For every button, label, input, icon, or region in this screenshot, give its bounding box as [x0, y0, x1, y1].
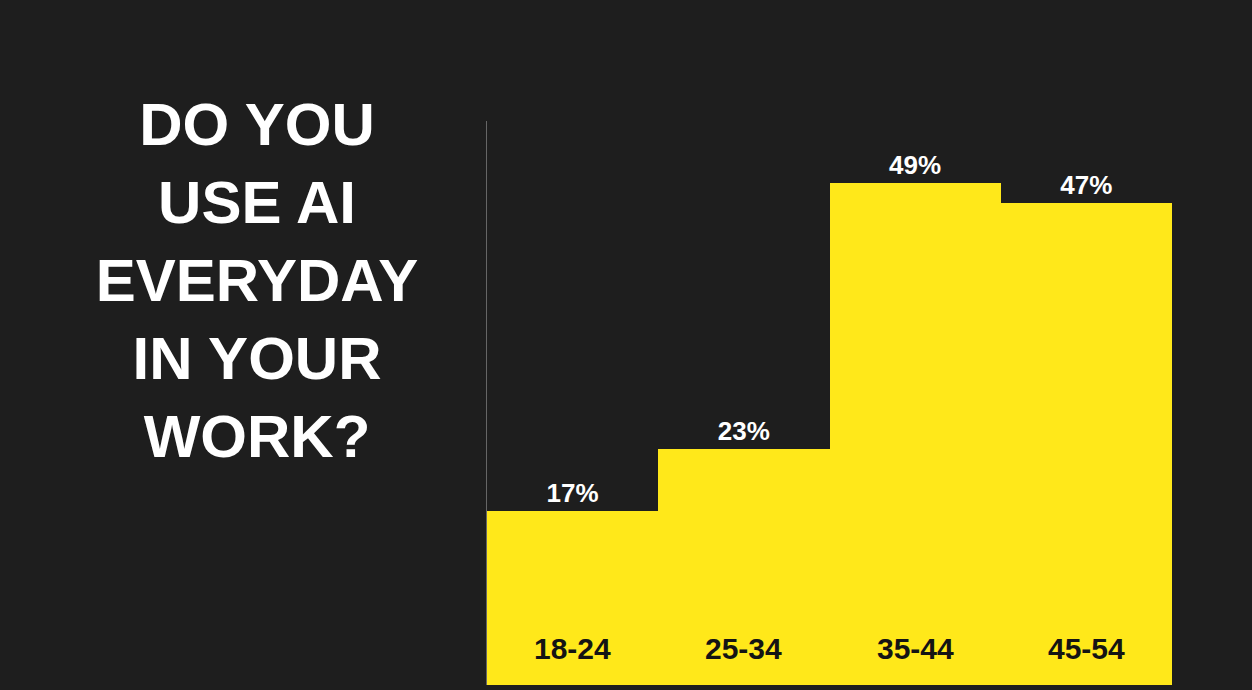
svg-text:23%: 23% — [718, 416, 770, 446]
svg-text:49%: 49% — [889, 150, 941, 180]
svg-text:45-54: 45-54 — [1048, 632, 1125, 665]
svg-text:17%: 17% — [547, 478, 599, 508]
svg-text:35-44: 35-44 — [877, 632, 954, 665]
svg-text:25-34: 25-34 — [705, 632, 782, 665]
svg-text:DO YOUUSE AIEVERYDAYIN YOURWOR: DO YOUUSE AIEVERYDAYIN YOURWORK? — [96, 91, 418, 470]
svg-text:47%: 47% — [1060, 170, 1112, 200]
svg-text:18-24: 18-24 — [534, 632, 611, 665]
